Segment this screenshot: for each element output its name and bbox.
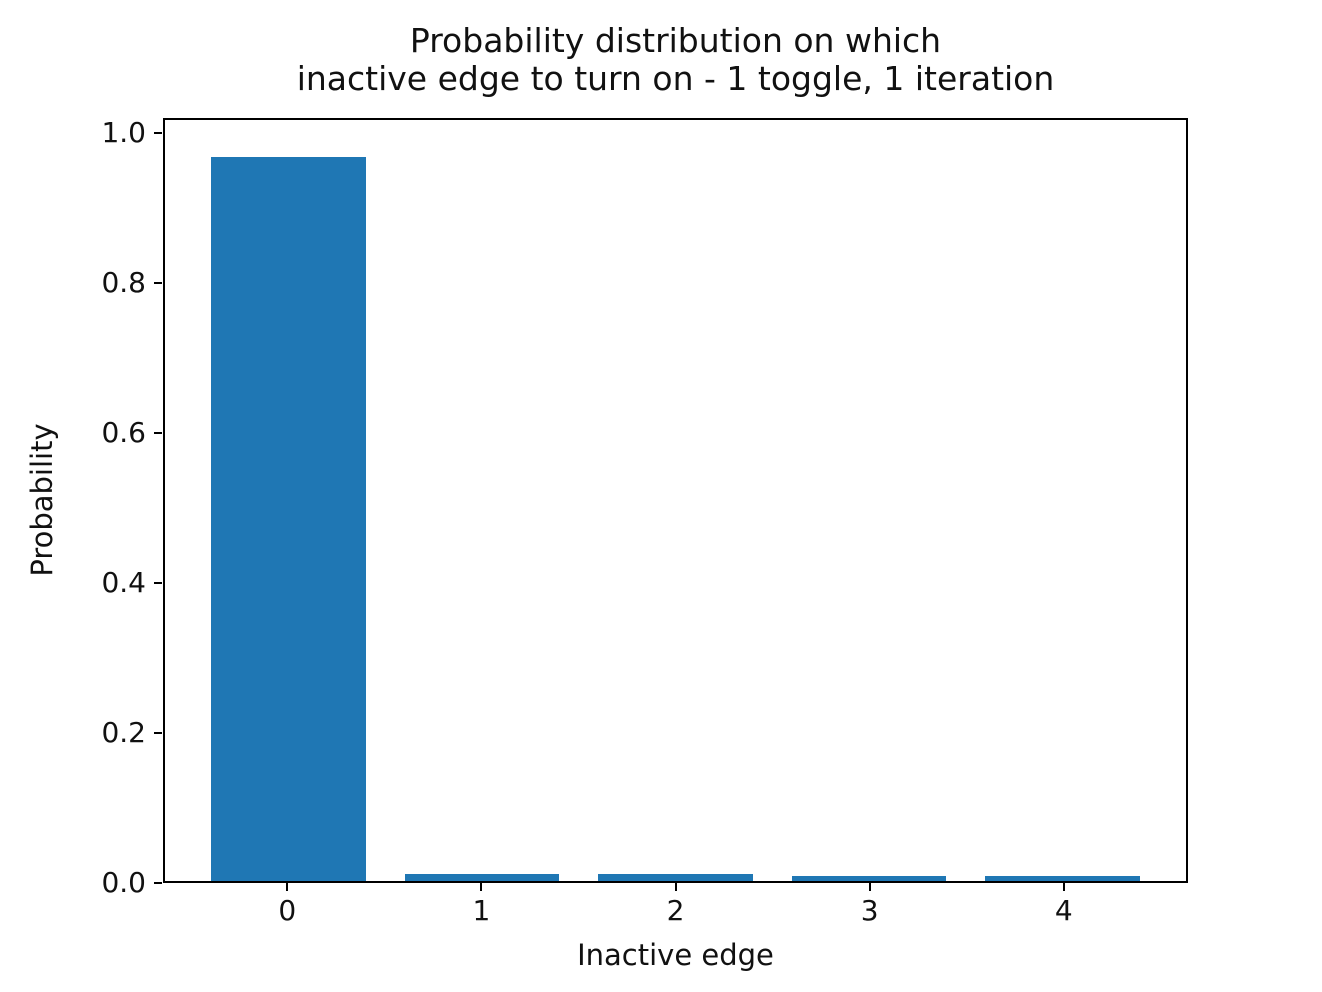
y-tick-mark — [154, 432, 162, 434]
y-tick-mark — [154, 582, 162, 584]
x-tick-mark — [480, 883, 483, 891]
x-axis-label: Inactive edge — [577, 938, 774, 972]
x-tick-label: 1 — [472, 894, 491, 927]
y-tick-label: 1.0 — [101, 116, 146, 149]
y-tick-label: 0.6 — [101, 416, 146, 449]
bar-1 — [404, 873, 560, 881]
x-tick-label: 2 — [666, 894, 685, 927]
y-tick-label: 0.4 — [101, 566, 146, 599]
chart-title-line-2: inactive edge to turn on - 1 toggle, 1 i… — [296, 59, 1055, 98]
y-tick-mark — [154, 732, 162, 734]
bar-4 — [984, 875, 1140, 881]
y-tick-label: 0.0 — [101, 866, 146, 899]
chart-title-line-1: Probability distribution on which — [409, 21, 942, 60]
x-tick-mark — [674, 883, 677, 891]
y-tick-label: 0.2 — [101, 716, 146, 749]
bar-0 — [211, 157, 367, 881]
bar-2 — [598, 873, 753, 881]
x-tick-label: 0 — [278, 894, 297, 927]
y-tick-mark — [154, 882, 162, 884]
y-tick-label: 0.8 — [101, 266, 146, 299]
plot-area — [163, 118, 1188, 883]
y-tick-mark — [154, 132, 162, 134]
x-tick-label: 3 — [860, 894, 879, 927]
x-tick-mark — [1062, 883, 1065, 891]
chart-title: Probability distribution on which inacti… — [163, 22, 1188, 98]
x-tick-mark — [286, 883, 289, 891]
y-tick-mark — [154, 282, 162, 284]
x-tick-mark — [868, 883, 871, 891]
y-axis-label: Probability — [25, 423, 59, 577]
x-tick-label: 4 — [1054, 894, 1073, 927]
bar-3 — [791, 875, 947, 881]
